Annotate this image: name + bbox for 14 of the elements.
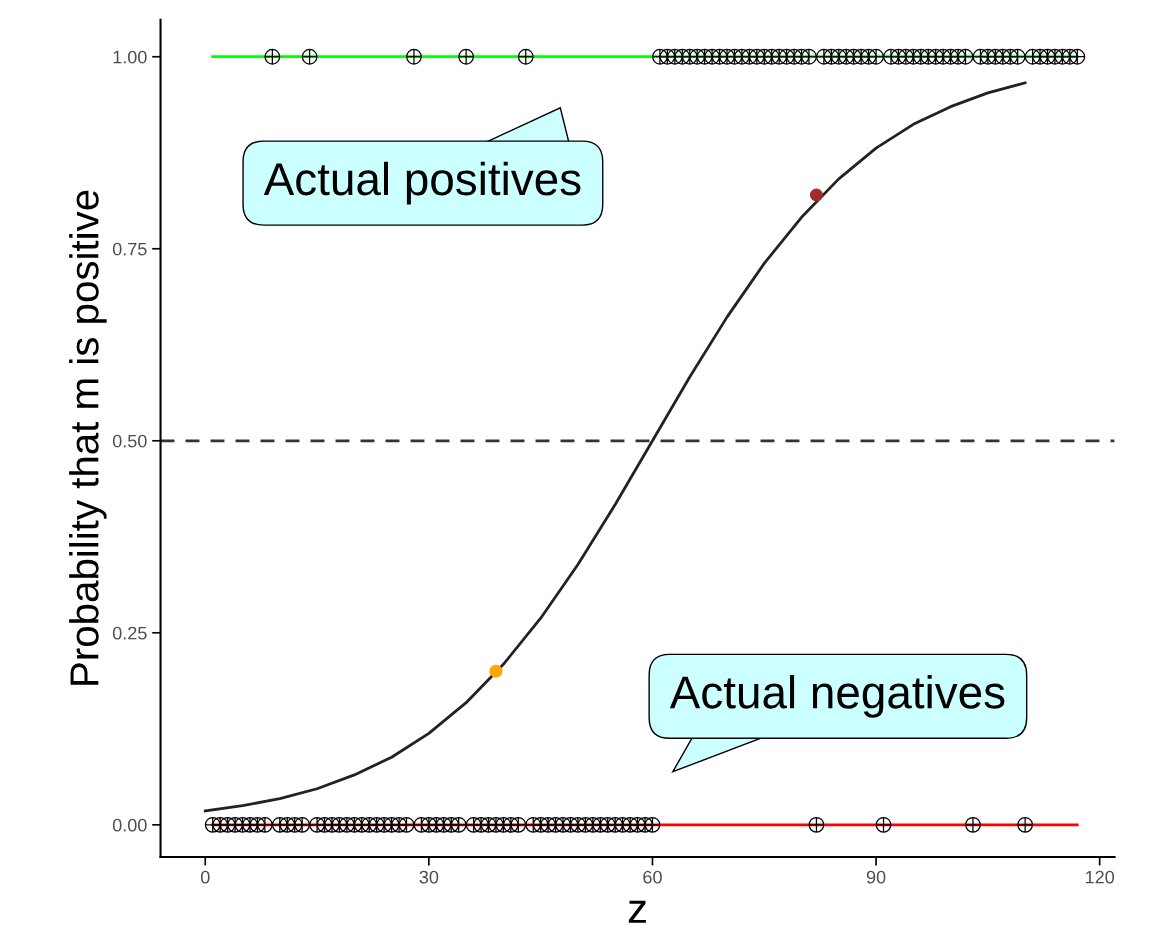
- y-tick-label: 0.75: [112, 242, 147, 256]
- x-tick-label: 0: [200, 870, 210, 884]
- annotation: Actual positives: [263, 161, 581, 205]
- x-tick-label: 60: [643, 870, 662, 884]
- y-tick-label: 0.50: [112, 434, 147, 448]
- x-axis-title: z: [628, 900, 646, 923]
- x-tick-label: 90: [866, 870, 886, 884]
- y-tick-label: 1.00: [113, 50, 147, 64]
- y-tick-label: 0.00: [112, 818, 147, 832]
- x-tick-label: 120: [1085, 870, 1115, 884]
- y-axis-title: Probability that m is positive: [69, 190, 107, 685]
- annotation: Actual negatives: [669, 674, 1005, 718]
- y-tick-label: 0.25: [112, 626, 147, 640]
- x-tick-label: 30: [419, 870, 439, 884]
